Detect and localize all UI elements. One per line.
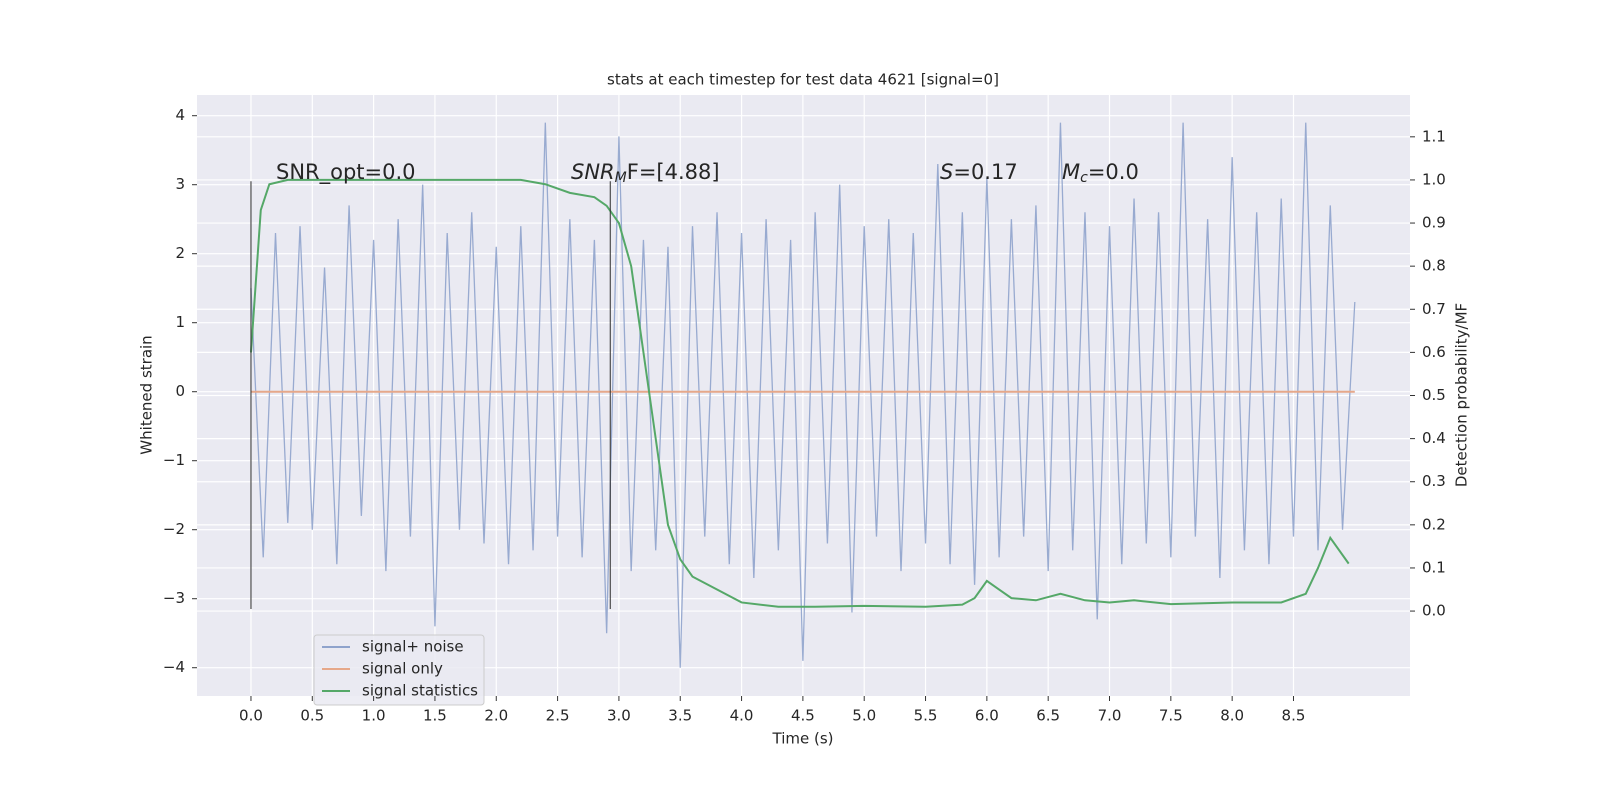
x-tick-label: 1.0	[362, 707, 386, 725]
annotation: Mc=0.0	[1062, 160, 1139, 186]
legend-label: signal statistics	[362, 682, 478, 700]
x-tick-label: 4.5	[791, 707, 815, 725]
y-tick-label: 0	[175, 382, 185, 400]
legend-label: signal only	[362, 660, 443, 678]
legend-entries: signal+ noise signal only signal statistic…	[322, 638, 478, 700]
chart-title: stats at each timestep for test data 462…	[607, 71, 999, 89]
legend	[313, 634, 485, 706]
x-axis-label: Time (s)	[772, 730, 834, 748]
series-line	[249, 178, 1350, 608]
legend-label: signal+ noise	[362, 638, 464, 656]
y-axis-label: Whitened strain	[138, 335, 156, 454]
annotation: SNR_opt=0.0	[276, 160, 416, 185]
annotations: SNR_opt=0.0 SNRMF=[4.88] S=0.17 Mc=0.0	[276, 160, 1139, 186]
series-line	[250, 122, 1356, 668]
x-tick-label: 8.5	[1282, 707, 1306, 725]
annotation-subscript: M	[615, 170, 627, 186]
y-tick-label: 4	[175, 106, 185, 124]
x-tick-label: 7.5	[1159, 707, 1183, 725]
annotation-text: SNR_opt=0.0	[276, 160, 416, 185]
annotation-subscript: c	[1080, 170, 1088, 186]
marks	[249, 122, 1356, 668]
annotation-value: =0.17	[953, 160, 1017, 184]
y-tick-label: 2	[175, 244, 185, 262]
grid	[197, 95, 1410, 696]
y-tick-label: −4	[163, 658, 185, 676]
annotation: S=0.17	[940, 160, 1018, 184]
y2-axis-label: Detection probability/MF	[1453, 303, 1471, 487]
y2-tick-label: 1.1	[1422, 127, 1446, 145]
x-tick-label: 5.5	[914, 707, 938, 725]
annotation-symbol: M	[1062, 160, 1080, 184]
x-tick-label: 8.0	[1220, 707, 1244, 725]
x-tick-label: 4.0	[730, 707, 754, 725]
annotation: SNRMF=[4.88]	[571, 160, 720, 186]
annotation-value: F=[4.88]	[627, 160, 720, 184]
y2-tick-label: 1.0	[1422, 170, 1446, 188]
y2-tick-label: 0.2	[1422, 515, 1446, 533]
x-tick-label: 0.5	[300, 707, 324, 725]
y2-tick-label: 0.3	[1422, 472, 1446, 490]
x-tick-label: 5.0	[852, 707, 876, 725]
annotation-value: =0.0	[1088, 160, 1139, 184]
x-tick-label: 2.5	[546, 707, 570, 725]
annotation-symbol: SNR	[571, 160, 615, 184]
annotation-symbol: S	[940, 160, 953, 184]
x-tick-label: 2.0	[484, 707, 508, 725]
x-tick-label: 1.5	[423, 707, 447, 725]
x-tick-label: 7.0	[1098, 707, 1122, 725]
y-tick-label: −3	[163, 589, 185, 607]
x-tick-label: 3.0	[607, 707, 631, 725]
y-tick-label: 3	[175, 175, 185, 193]
x-tick-label: 3.5	[668, 707, 692, 725]
y2-tick-label: 0.1	[1422, 558, 1446, 576]
x-tick-label: 6.5	[1036, 707, 1060, 725]
y-tick-label: −2	[163, 520, 185, 538]
y-tick-label: 1	[175, 313, 185, 331]
y2-tick-label: 0.0	[1422, 602, 1446, 620]
y2-tick-label: 0.4	[1422, 429, 1446, 447]
x-tick-label: 6.0	[975, 707, 999, 725]
y2-tick-label: 0.7	[1422, 300, 1446, 318]
x-tick-label: 0.0	[239, 707, 263, 725]
y2-tick-label: 0.8	[1422, 257, 1446, 275]
y2-tick-label: 0.5	[1422, 386, 1446, 404]
y2-tick-label: 0.9	[1422, 214, 1446, 232]
y-tick-label: −1	[163, 451, 185, 469]
y2-tick-label: 0.6	[1422, 343, 1446, 361]
